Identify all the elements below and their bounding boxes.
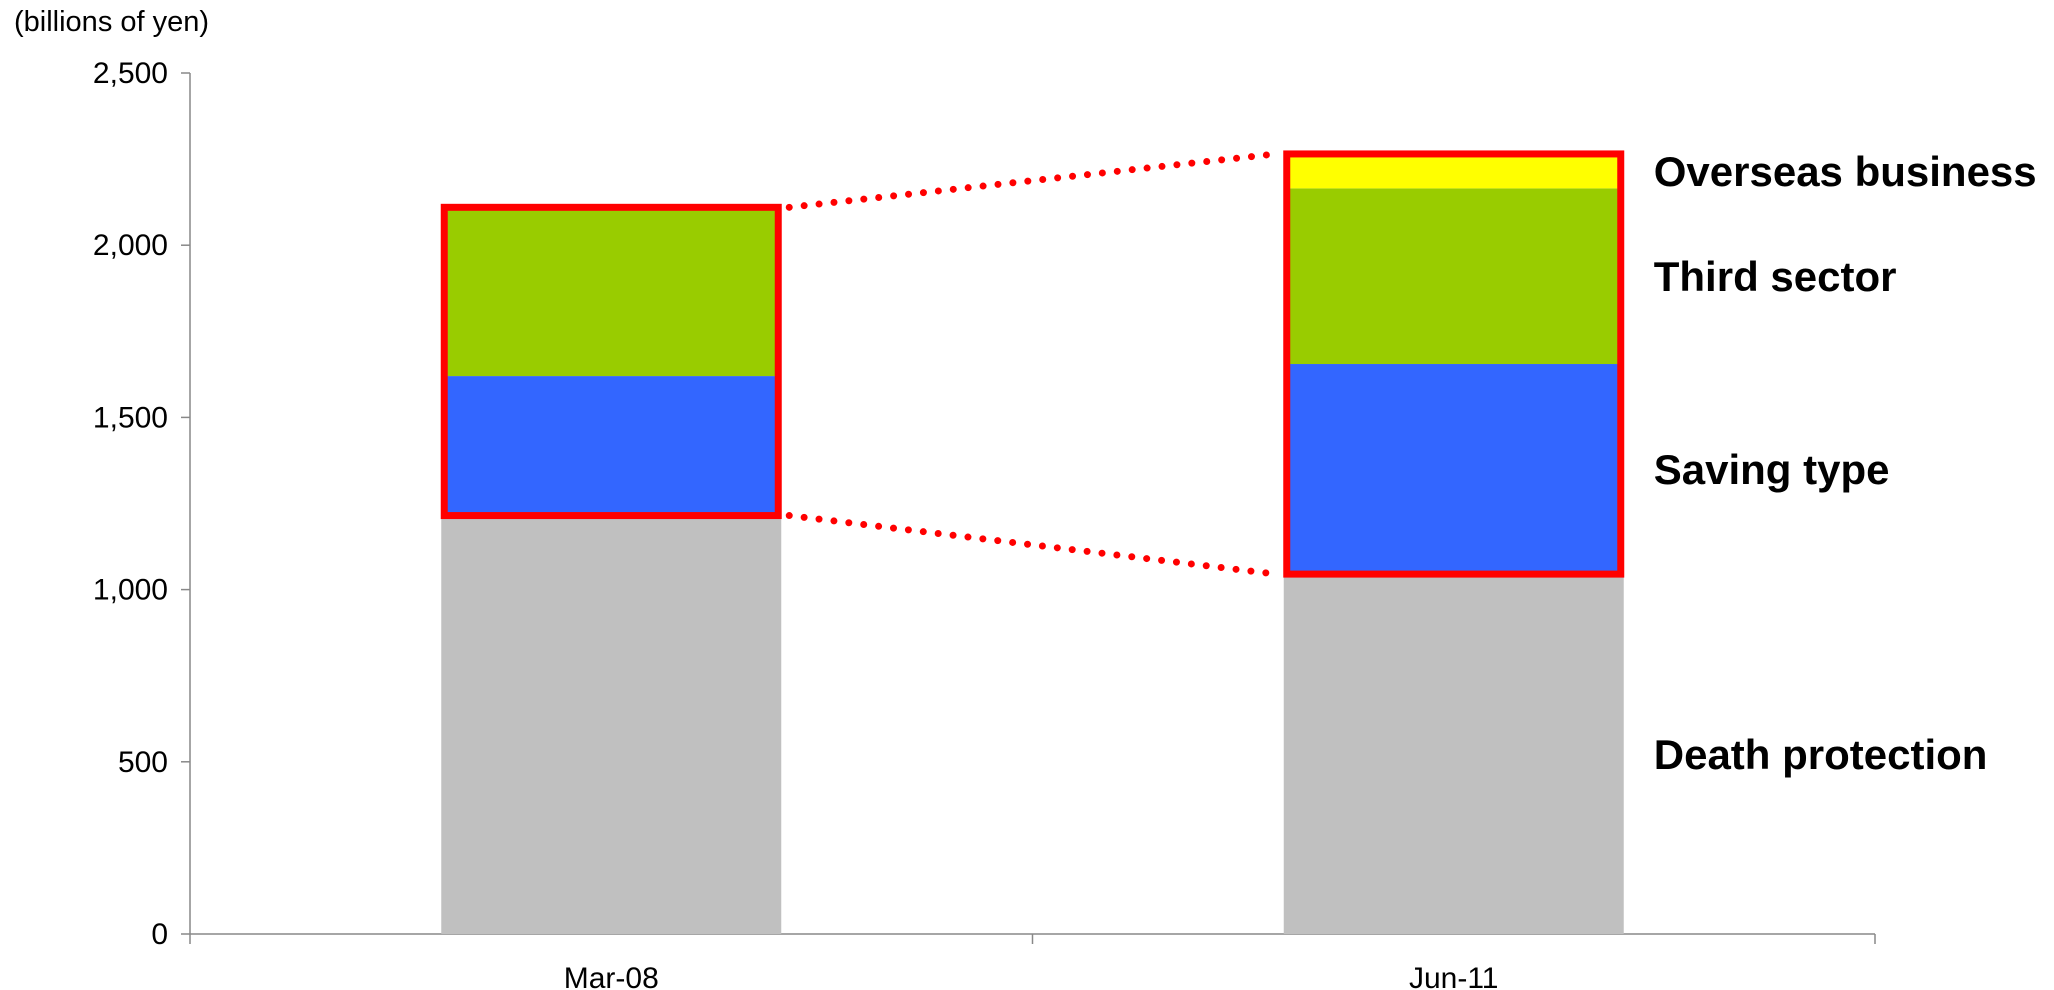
connector-top xyxy=(785,150,1280,211)
bar-saving-type xyxy=(441,376,782,516)
bar-death-protection xyxy=(441,515,782,934)
y-tick-label: 2,000 xyxy=(93,229,168,262)
y-tick-label: 1,000 xyxy=(93,574,168,607)
bar-third-sector xyxy=(1283,188,1624,365)
y-tick-label: 1,500 xyxy=(93,401,168,434)
series-label-third-sector: Third sector xyxy=(1654,253,1897,300)
x-tick-label: Jun-11 xyxy=(1409,962,1499,990)
series-label-saving-type: Saving type xyxy=(1654,446,1890,493)
axes: 0 500 1,000 1,500 2,000 2,500 Mar-08 Jun-11 xyxy=(93,57,1876,990)
bars xyxy=(441,153,1624,934)
highlight-box xyxy=(440,203,782,520)
connector-bottom xyxy=(785,512,1280,578)
connector-lines xyxy=(785,150,1280,578)
bar-third-sector xyxy=(441,207,782,377)
bar-saving-type xyxy=(1283,364,1624,575)
highlight-boxes xyxy=(440,150,1625,578)
labels: Death protection Saving type Third sector O… xyxy=(1654,148,2037,778)
highlight-box xyxy=(1283,150,1625,578)
unit-label: (billions of yen) xyxy=(14,6,210,38)
x-tick-label: Mar-08 xyxy=(564,962,659,990)
bar-death-protection xyxy=(1283,574,1624,934)
y-tick-label: 2,500 xyxy=(93,57,168,90)
series-label-death-protection: Death protection xyxy=(1654,731,1988,778)
bar-overseas-business xyxy=(1283,153,1624,189)
y-tick-label: 0 xyxy=(151,918,168,951)
series-label-overseas-business: Overseas business xyxy=(1654,148,2037,195)
y-tick-label: 500 xyxy=(118,746,168,779)
